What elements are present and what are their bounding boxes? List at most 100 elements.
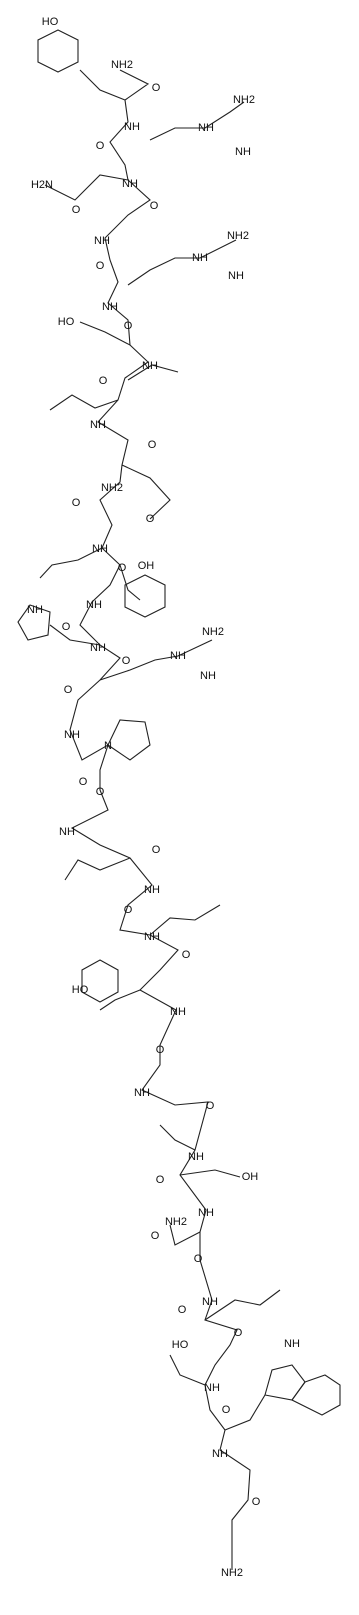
side-chain — [159, 1124, 196, 1151]
atom-label: NH2 — [233, 94, 255, 106]
atom-label: HO — [172, 1339, 189, 1351]
atom-label: O — [62, 621, 71, 633]
side-chain — [127, 364, 179, 381]
atom-label: NH2 — [165, 1216, 187, 1228]
atom-label: NH — [212, 1448, 228, 1460]
atom-label: NH — [284, 1338, 300, 1350]
atom-label: O — [99, 375, 108, 387]
atom-label: NH — [64, 729, 80, 741]
side-chain — [49, 394, 119, 411]
indole-ring — [264, 1364, 306, 1401]
atom-label: O — [182, 949, 191, 961]
atom-label: NH — [228, 270, 244, 282]
side-chain — [169, 1354, 206, 1386]
atom-label: O — [222, 1404, 231, 1416]
atom-label: NH2 — [111, 59, 133, 71]
tyrosine-ring — [37, 29, 79, 73]
side-chain — [149, 904, 221, 936]
atom-label: NH — [90, 642, 106, 654]
atom-label: NH2 — [227, 230, 249, 242]
atom-label: NH — [27, 604, 43, 616]
atom-label: O — [146, 513, 155, 525]
atom-label: NH — [202, 1296, 218, 1308]
side-chain — [179, 1169, 241, 1178]
atom-label: NH — [102, 301, 118, 313]
atom-label: O — [150, 200, 159, 212]
atom-label: OH — [138, 560, 155, 572]
atom-label: NH2 — [101, 482, 123, 494]
atom-label: O — [72, 204, 81, 216]
atom-label: O — [178, 1304, 187, 1316]
atom-label: O — [96, 786, 105, 798]
atom-label: O — [122, 655, 131, 667]
atom-label: O — [96, 140, 105, 152]
atom-label: O — [152, 844, 161, 856]
atom-label: NH — [124, 121, 140, 133]
atom-label: NH — [134, 1087, 150, 1099]
atom-label: O — [252, 1496, 261, 1508]
atom-label: O — [234, 1327, 243, 1339]
atom-label: O — [152, 82, 161, 94]
atom-label: H2N — [31, 179, 53, 191]
atom-label: NH — [144, 884, 160, 896]
atom-label: NH — [204, 1382, 220, 1394]
atom-label: NH — [170, 1006, 186, 1018]
side-chain — [64, 857, 131, 881]
atom-label: O — [151, 1230, 160, 1242]
atom-label: NH — [94, 235, 110, 247]
atom-label: NH — [200, 670, 216, 682]
side-chain — [44, 174, 129, 201]
side-chain — [204, 1289, 281, 1321]
side-chain — [49, 624, 101, 646]
atom-label: O — [96, 260, 105, 272]
atom-label: O — [124, 320, 133, 332]
side-chain — [79, 69, 126, 101]
atom-label: N — [104, 740, 112, 752]
side-chain — [149, 101, 245, 141]
atom-label: HO — [58, 316, 75, 328]
atom-label: HO — [42, 16, 59, 28]
atom-label: NH — [192, 252, 208, 264]
atom-label: O — [124, 904, 133, 916]
backbone — [69, 69, 251, 1570]
atom-label: O — [156, 1174, 165, 1186]
atom-label: NH — [170, 650, 186, 662]
atom-label: NH — [92, 543, 108, 555]
side-chain — [169, 1224, 201, 1246]
side-chain — [99, 639, 213, 681]
atom-label: O — [79, 776, 88, 788]
pyrrolidine-ring — [107, 719, 151, 761]
tyrosine-ring — [124, 574, 166, 618]
atom-label: NH — [86, 599, 102, 611]
atom-label: NH — [188, 1151, 204, 1163]
atom-label: O — [118, 562, 127, 574]
atom-label: NH — [122, 178, 138, 190]
indole-ring — [291, 1374, 341, 1416]
imidazole-ring — [17, 604, 51, 641]
atom-label: HO — [72, 984, 89, 996]
side-chain — [224, 1394, 266, 1431]
atom-label: NH — [59, 826, 75, 838]
side-chain — [119, 564, 141, 601]
side-chain — [39, 547, 103, 579]
atom-label: NH — [90, 419, 106, 431]
atom-label: OH — [242, 1171, 259, 1183]
side-chain — [121, 464, 171, 520]
atom-label: NH2 — [221, 1567, 243, 1579]
atom-label: O — [194, 1253, 203, 1265]
side-chain — [99, 989, 141, 1011]
side-chain — [79, 321, 131, 346]
atom-label: O — [148, 439, 157, 451]
atom-label: O — [64, 684, 73, 696]
atom-label: O — [206, 1100, 215, 1112]
tyrosine-ring — [81, 959, 119, 1003]
atom-label: NH — [144, 931, 160, 943]
bonds — [17, 29, 341, 1570]
atom-label: O — [156, 1044, 165, 1056]
atom-label: NH — [235, 146, 251, 158]
atom-label: O — [72, 497, 81, 509]
atom-label: NH — [142, 360, 158, 372]
atom-label: NH2 — [202, 626, 224, 638]
side-chain — [127, 239, 237, 286]
